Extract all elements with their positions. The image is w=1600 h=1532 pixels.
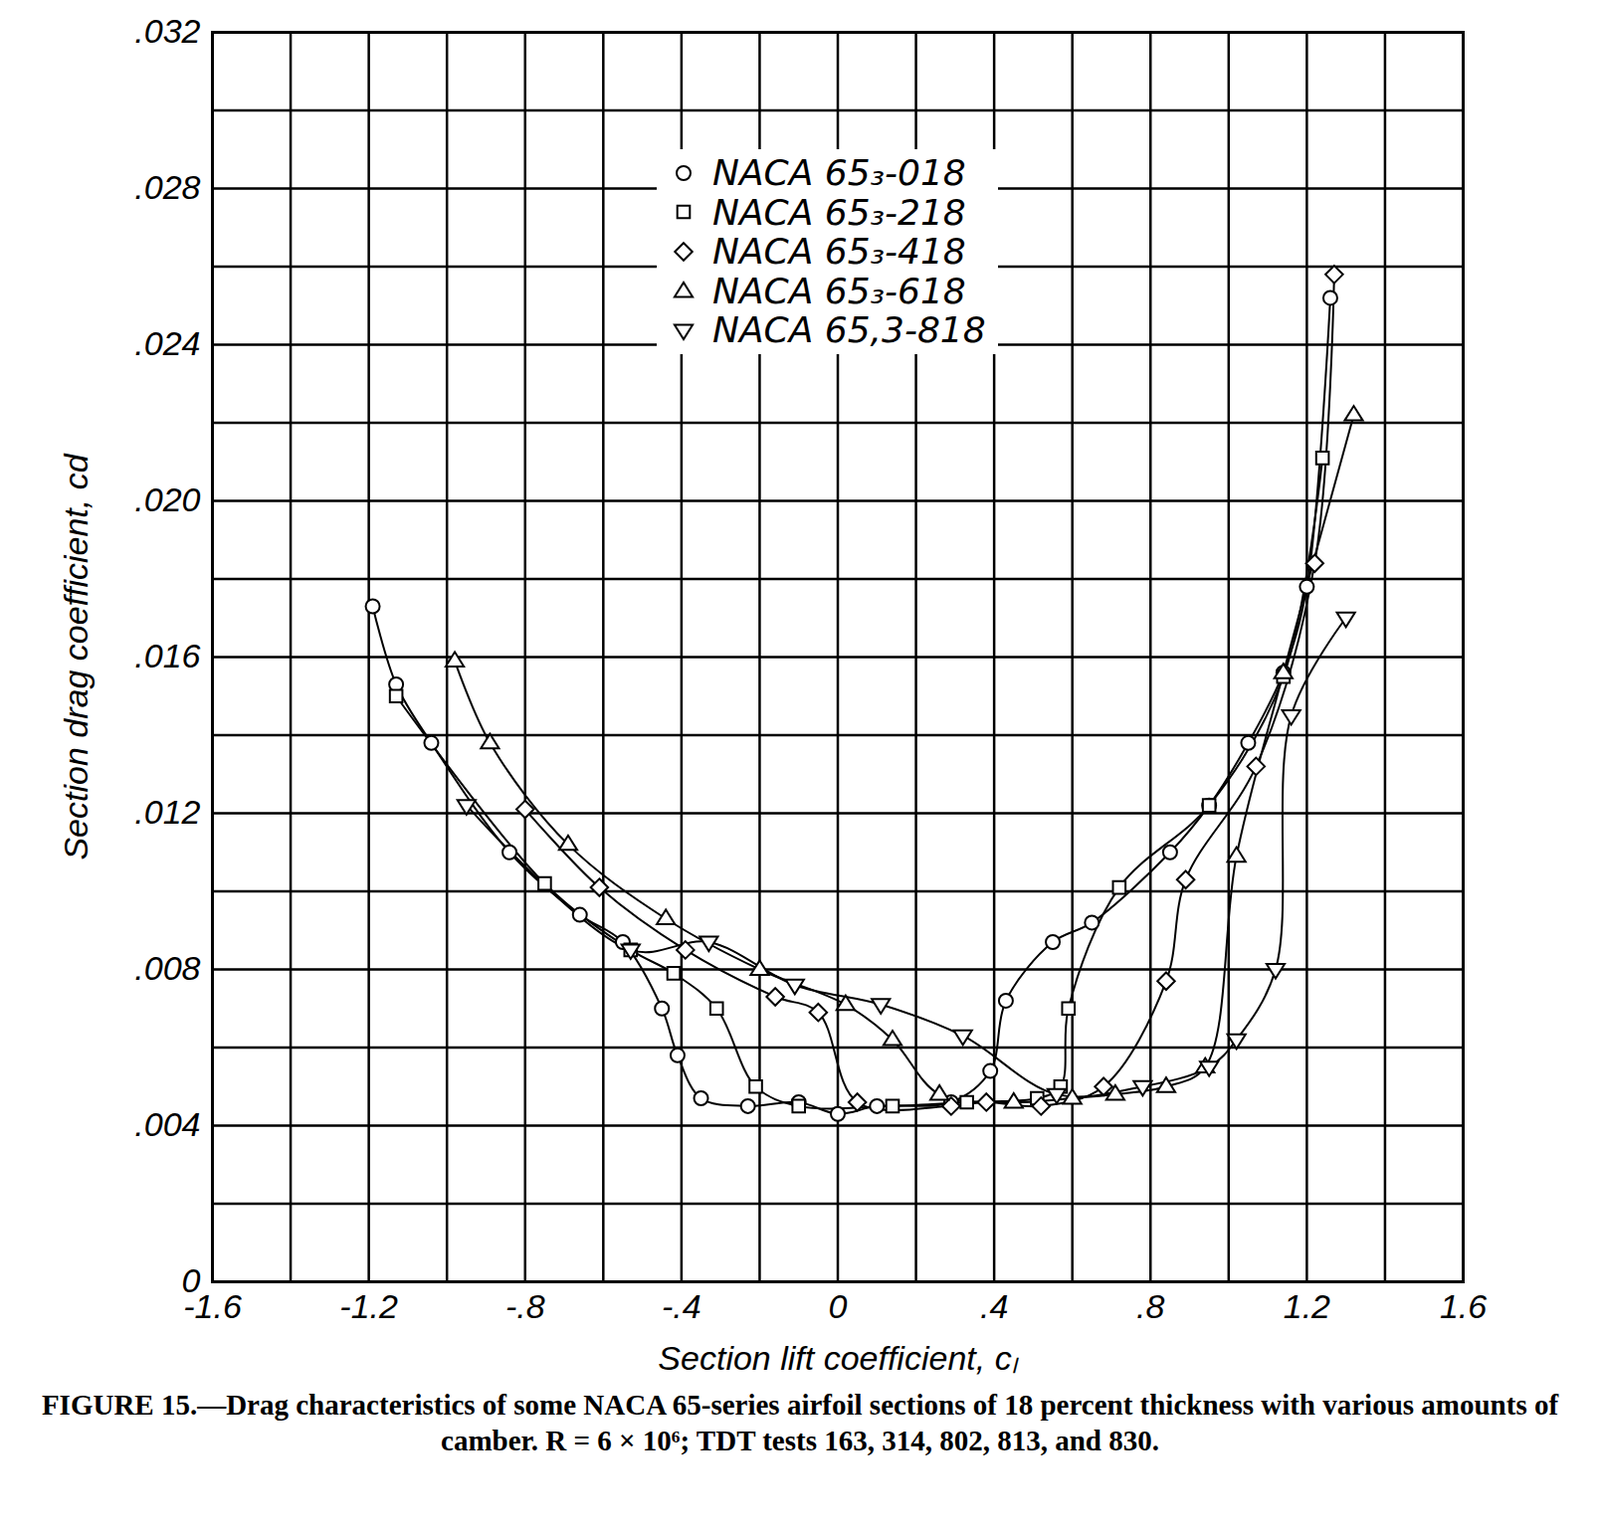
svg-text:.8: .8: [1136, 1287, 1165, 1326]
svg-text:.016: .016: [134, 636, 200, 675]
html-text:NACA 65₃-018: NACA 65₃-018: [712, 152, 966, 194]
svg-text:.020: .020: [134, 480, 200, 519]
svg-text:0: 0: [181, 1262, 201, 1300]
html-text:NACA 65₃-618: NACA 65₃-618: [712, 270, 966, 312]
svg-text:1.2: 1.2: [1283, 1287, 1331, 1326]
svg-text:.004: .004: [134, 1105, 200, 1144]
svg-text:1.6: 1.6: [1439, 1287, 1487, 1326]
svg-text:0: 0: [828, 1287, 848, 1326]
svg-text:.032: .032: [134, 11, 200, 50]
html-text:NACA 65₃-218: NACA 65₃-218: [712, 191, 966, 233]
svg-text:-.8: -.8: [505, 1287, 546, 1326]
svg-text:-.4: -.4: [661, 1287, 702, 1326]
html-text:NACA 65,3-818: NACA 65,3-818: [712, 309, 986, 351]
svg-text:.012: .012: [134, 793, 200, 831]
svg-text:Section lift coefficient, cₗ: Section lift coefficient, cₗ: [657, 1339, 1018, 1378]
html-text:FIGURE 15.—Drag characteristic: FIGURE 15.—Drag characteristics of some …: [41, 1389, 1559, 1458]
svg-text:-1.2: -1.2: [339, 1287, 399, 1326]
svg-text:.4: .4: [980, 1287, 1008, 1326]
svg-text:.008: .008: [134, 949, 200, 988]
svg-text:Section drag coefficient, cd: Section drag coefficient, cd: [56, 452, 95, 860]
html-text:NACA 65₃-418: NACA 65₃-418: [712, 231, 966, 272]
svg-text:.028: .028: [134, 168, 200, 206]
svg-text:.024: .024: [134, 324, 200, 363]
svg-text:-1.6: -1.6: [183, 1287, 242, 1326]
